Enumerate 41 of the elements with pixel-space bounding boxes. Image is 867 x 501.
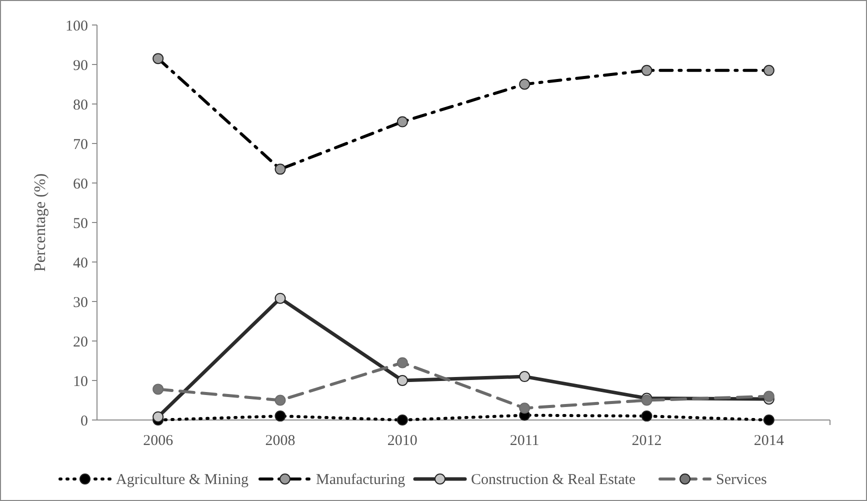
point [519,78,530,90]
point [641,64,652,76]
point [152,53,164,64]
point [396,357,408,368]
y-tick-label: 100 [66,18,88,34]
point [396,414,408,426]
point [763,390,774,402]
point [763,414,774,426]
x-tick-label: 2006 [143,433,174,449]
legend-label: Services [716,472,767,488]
y-tick-label: 50 [73,216,88,232]
point [396,116,408,128]
y-tick-label: 10 [73,374,88,390]
y-tick-label: 40 [73,255,88,272]
x-tick-label: 2012 [632,433,662,449]
x-tick-label: 2014 [754,433,784,449]
y-tick-label: 20 [73,334,88,350]
point [152,411,164,422]
point [274,164,286,175]
point [641,410,652,422]
y-tick-label: 80 [73,97,88,114]
legend-label: Manufacturing [316,472,406,488]
point [274,410,286,422]
y-tick-label: 70 [73,136,88,153]
y-tick-label: 0 [80,413,88,430]
point [519,371,530,382]
x-tick-label: 2010 [387,433,418,449]
legend-label: Agriculture & Mining [116,472,249,488]
legend-label: Construction & Real Estate [471,472,636,488]
point [519,402,530,414]
y-axis-title: Percentage (%) [32,173,49,272]
point [152,384,164,395]
point [274,394,286,406]
x-tick-label: 2008 [265,433,296,449]
x-tick-label: 2011 [510,433,540,449]
y-tick-label: 30 [73,294,88,311]
point [274,292,286,304]
y-tick-label: 60 [73,176,88,192]
point [396,375,408,386]
y-tick-label: 90 [73,58,88,74]
point [763,64,774,76]
